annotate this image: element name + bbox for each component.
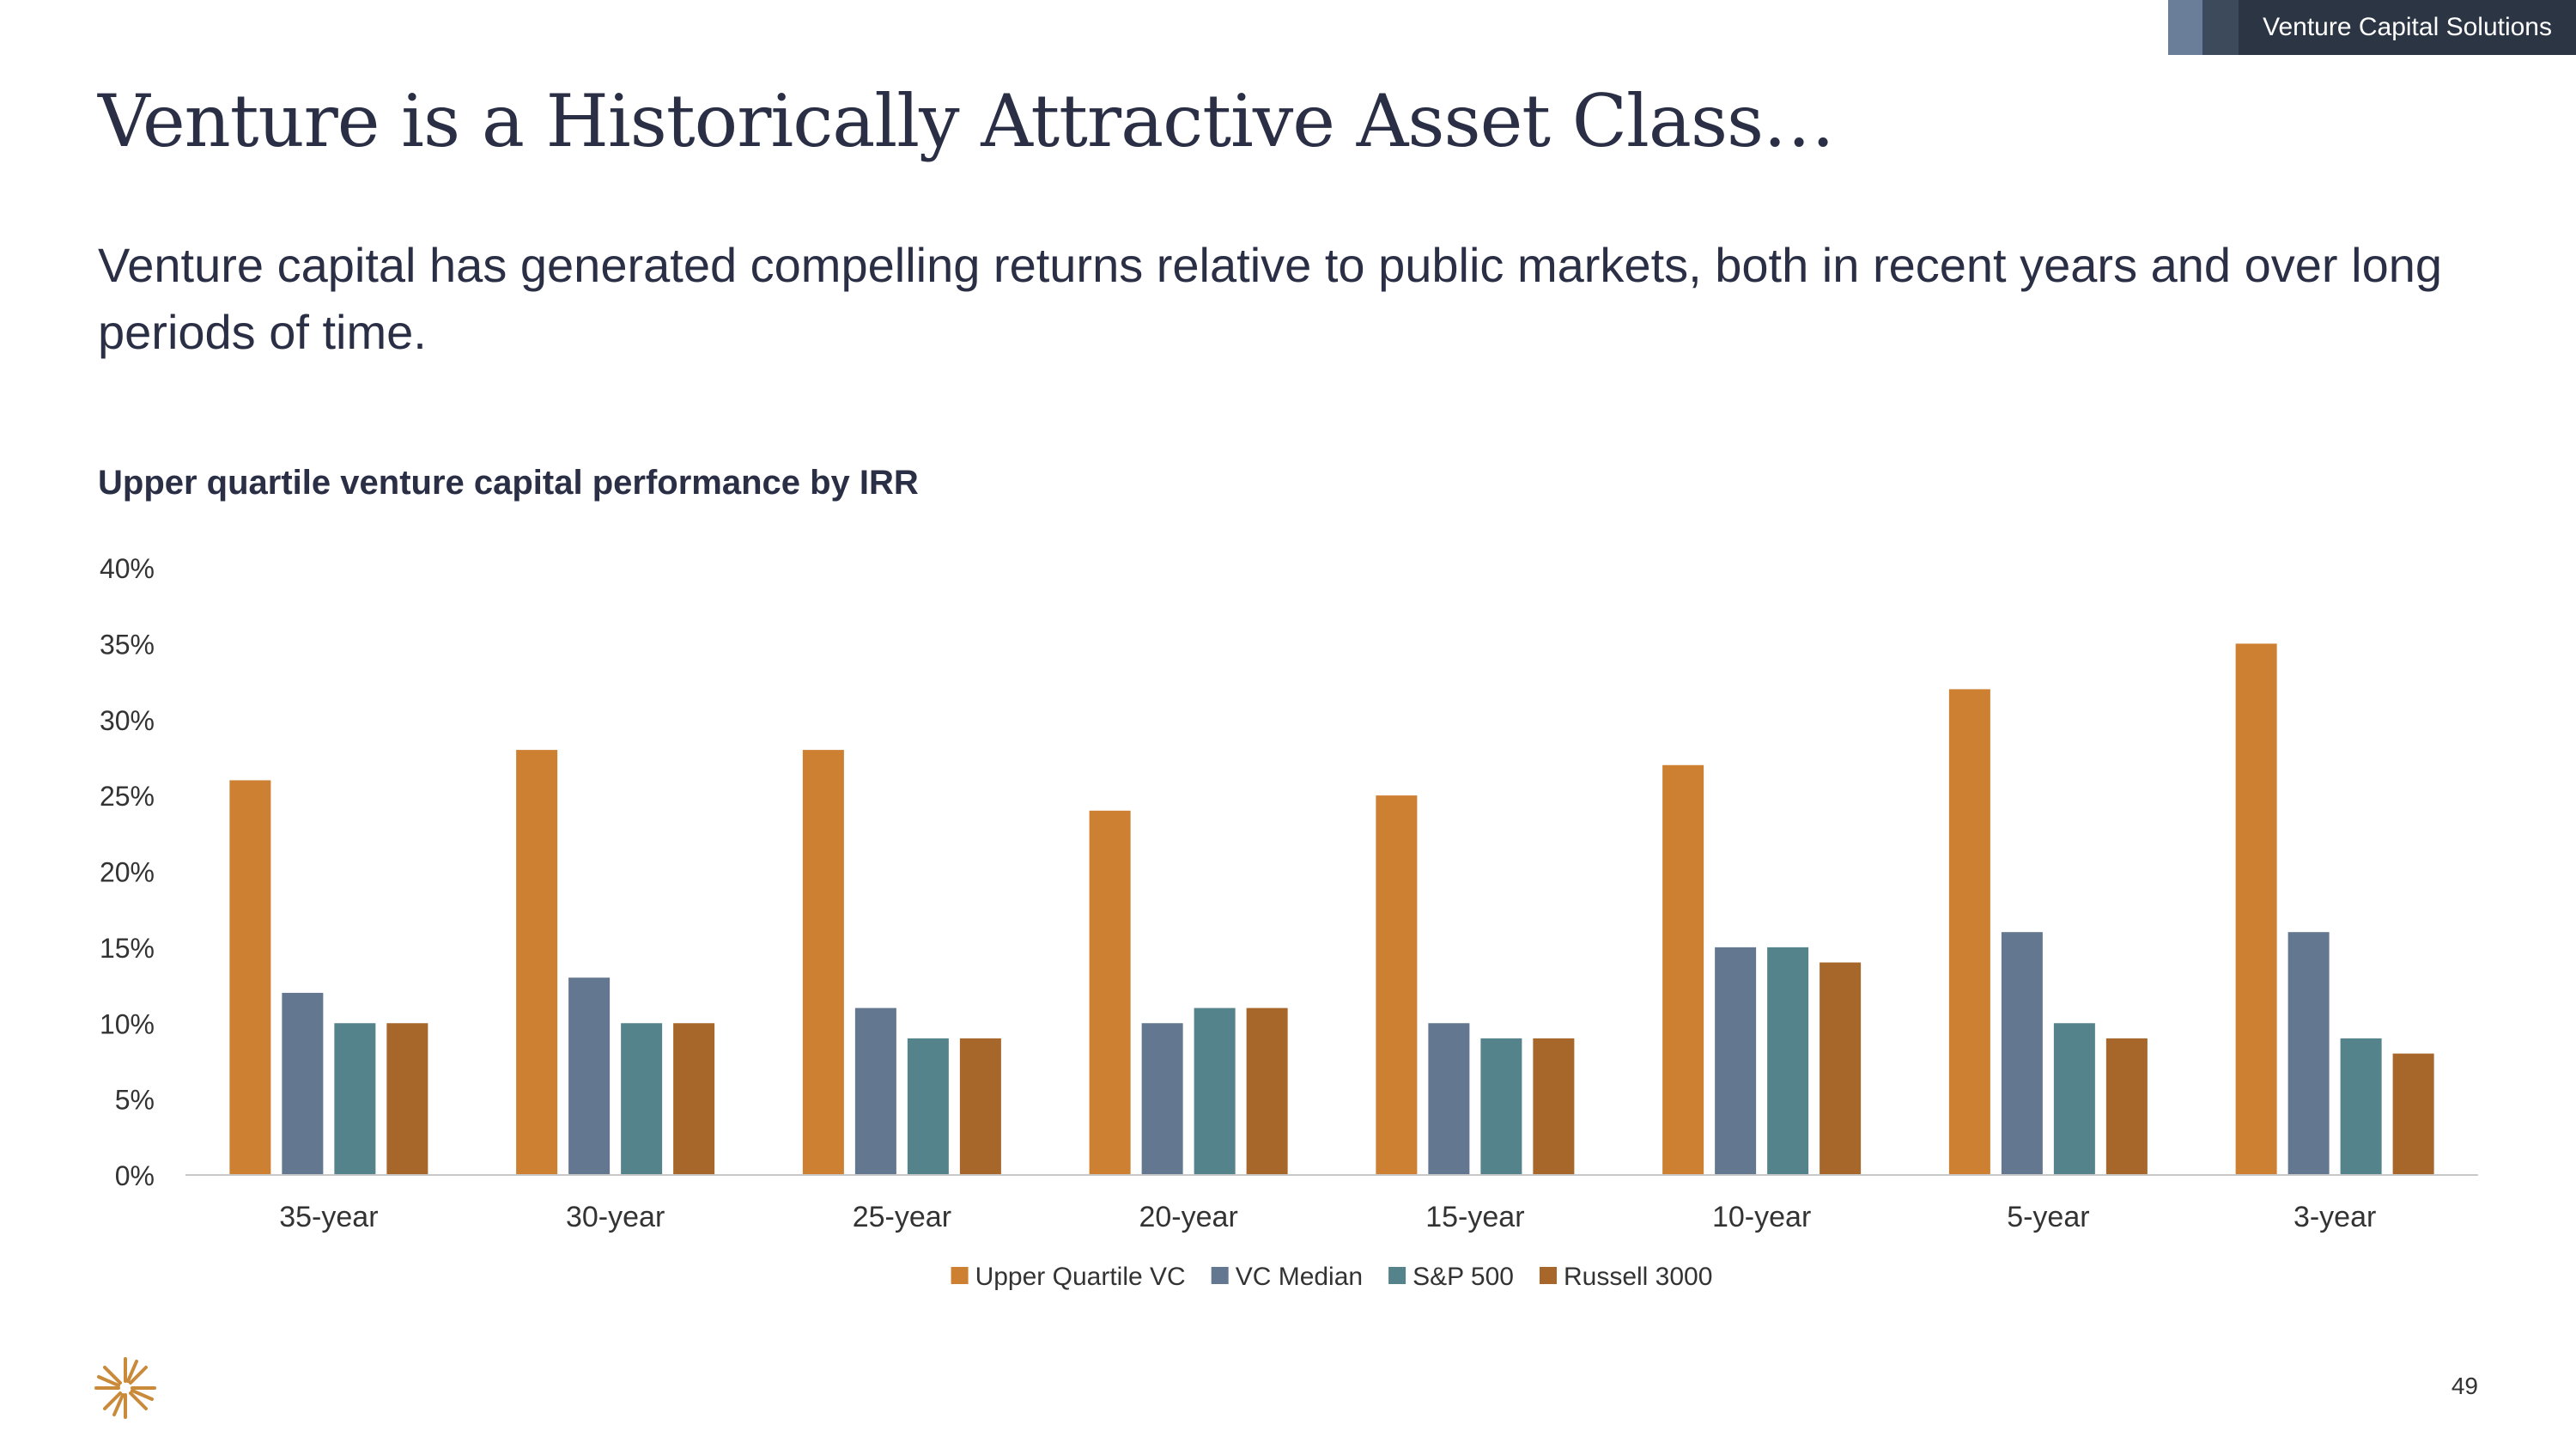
y-tick-label: 35% xyxy=(100,629,155,660)
bar-vc-median-5-year xyxy=(2001,932,2043,1175)
x-tick-label: 15-year xyxy=(1425,1201,1524,1233)
bar-russell-3000-5-year xyxy=(2105,1038,2148,1175)
bar-russell-3000-35-year xyxy=(386,1023,428,1175)
section-tag: Venture Capital Solutions xyxy=(2168,0,2576,55)
bar-russell-3000-15-year xyxy=(1533,1038,1575,1175)
bar-vc-median-10-year xyxy=(1715,947,1757,1175)
bar-upper-quartile-vc-15-year xyxy=(1376,795,1418,1175)
tag-accent-block xyxy=(2168,0,2203,55)
x-tick-label: 30-year xyxy=(566,1201,665,1233)
legend-swatch xyxy=(1388,1267,1406,1284)
legend-swatch xyxy=(1539,1267,1557,1284)
page-number: 49 xyxy=(2451,1373,2478,1399)
bar-vc-median-15-year xyxy=(1428,1023,1470,1175)
bar-s-p-500-15-year xyxy=(1480,1038,1522,1175)
bar-upper-quartile-vc-20-year xyxy=(1089,810,1131,1175)
legend-item: Russell 3000 xyxy=(1539,1263,1712,1291)
bar-vc-median-35-year xyxy=(282,992,324,1175)
section-tag-label: Venture Capital Solutions xyxy=(2239,0,2576,55)
chart-legend: Upper Quartile VC VC Median S&P 500 Russell… xyxy=(951,1263,1712,1291)
bar-s-p-500-20-year xyxy=(1194,1008,1236,1175)
legend-label: VC Median xyxy=(1236,1263,1363,1291)
starburst-logo-icon xyxy=(93,1355,158,1425)
y-tick-label: 30% xyxy=(100,705,155,736)
x-tick-label: 25-year xyxy=(853,1201,951,1233)
y-axis: 0% 5% 10% 15% 20% 25% 30% 35% 40% xyxy=(100,553,155,1191)
bar-series xyxy=(229,643,2434,1175)
legend-item: S&P 500 xyxy=(1388,1263,1514,1291)
bar-upper-quartile-vc-5-year xyxy=(1948,689,1990,1175)
bar-vc-median-20-year xyxy=(1141,1023,1183,1175)
bar-russell-3000-30-year xyxy=(673,1023,715,1175)
bar-s-p-500-10-year xyxy=(1767,947,1809,1175)
bar-s-p-500-25-year xyxy=(907,1038,949,1175)
bar-russell-3000-20-year xyxy=(1246,1008,1288,1175)
chart-title: Upper quartile venture capital performan… xyxy=(98,464,919,502)
bar-russell-3000-10-year xyxy=(1820,962,1862,1175)
legend-swatch xyxy=(1211,1267,1229,1284)
bar-upper-quartile-vc-10-year xyxy=(1662,764,1704,1175)
y-tick-label: 15% xyxy=(100,933,155,964)
bar-s-p-500-35-year xyxy=(334,1023,376,1175)
legend-swatch xyxy=(951,1267,969,1284)
bar-vc-median-30-year xyxy=(568,977,611,1175)
bar-s-p-500-30-year xyxy=(621,1023,663,1175)
x-tick-label: 5-year xyxy=(2007,1201,2089,1233)
legend-label: Upper Quartile VC xyxy=(975,1263,1186,1291)
y-tick-label: 25% xyxy=(100,781,155,812)
bar-russell-3000-25-year xyxy=(959,1038,1001,1175)
legend-label: Russell 3000 xyxy=(1564,1263,1712,1291)
y-tick-label: 10% xyxy=(100,1008,155,1039)
bar-russell-3000-3-year xyxy=(2392,1053,2434,1175)
page-subtitle: Venture capital has generated compelling… xyxy=(98,238,2442,359)
y-tick-label: 5% xyxy=(115,1085,155,1116)
x-axis: 35-year 30-year 25-year 20-year 15-year 10-ye… xyxy=(279,1201,2376,1233)
x-tick-label: 10-year xyxy=(1712,1201,1811,1233)
irr-bar-chart: 0% 5% 10% 15% 20% 25% 30% 35% 40% 35-year 30-year… xyxy=(100,553,2478,1291)
bar-s-p-500-5-year xyxy=(2053,1023,2095,1175)
x-tick-label: 20-year xyxy=(1139,1201,1237,1233)
y-tick-label: 0% xyxy=(115,1160,155,1191)
bar-upper-quartile-vc-35-year xyxy=(229,780,271,1175)
y-tick-label: 40% xyxy=(100,553,155,584)
page-title: Venture is a Historically Attractive Ass… xyxy=(98,79,1835,163)
x-tick-label: 35-year xyxy=(279,1201,378,1233)
legend-label: S&P 500 xyxy=(1413,1263,1514,1291)
bar-upper-quartile-vc-25-year xyxy=(802,750,844,1175)
bar-vc-median-3-year xyxy=(2287,932,2330,1175)
legend-item: Upper Quartile VC xyxy=(951,1263,1186,1291)
bar-vc-median-25-year xyxy=(854,1008,896,1175)
bar-upper-quartile-vc-30-year xyxy=(516,750,558,1175)
tag-accent-block-dark xyxy=(2202,0,2239,55)
bar-s-p-500-3-year xyxy=(2340,1038,2382,1175)
x-tick-label: 3-year xyxy=(2293,1201,2376,1233)
y-tick-label: 20% xyxy=(100,857,155,888)
legend-item: VC Median xyxy=(1211,1263,1363,1291)
bar-upper-quartile-vc-3-year xyxy=(2235,643,2277,1175)
